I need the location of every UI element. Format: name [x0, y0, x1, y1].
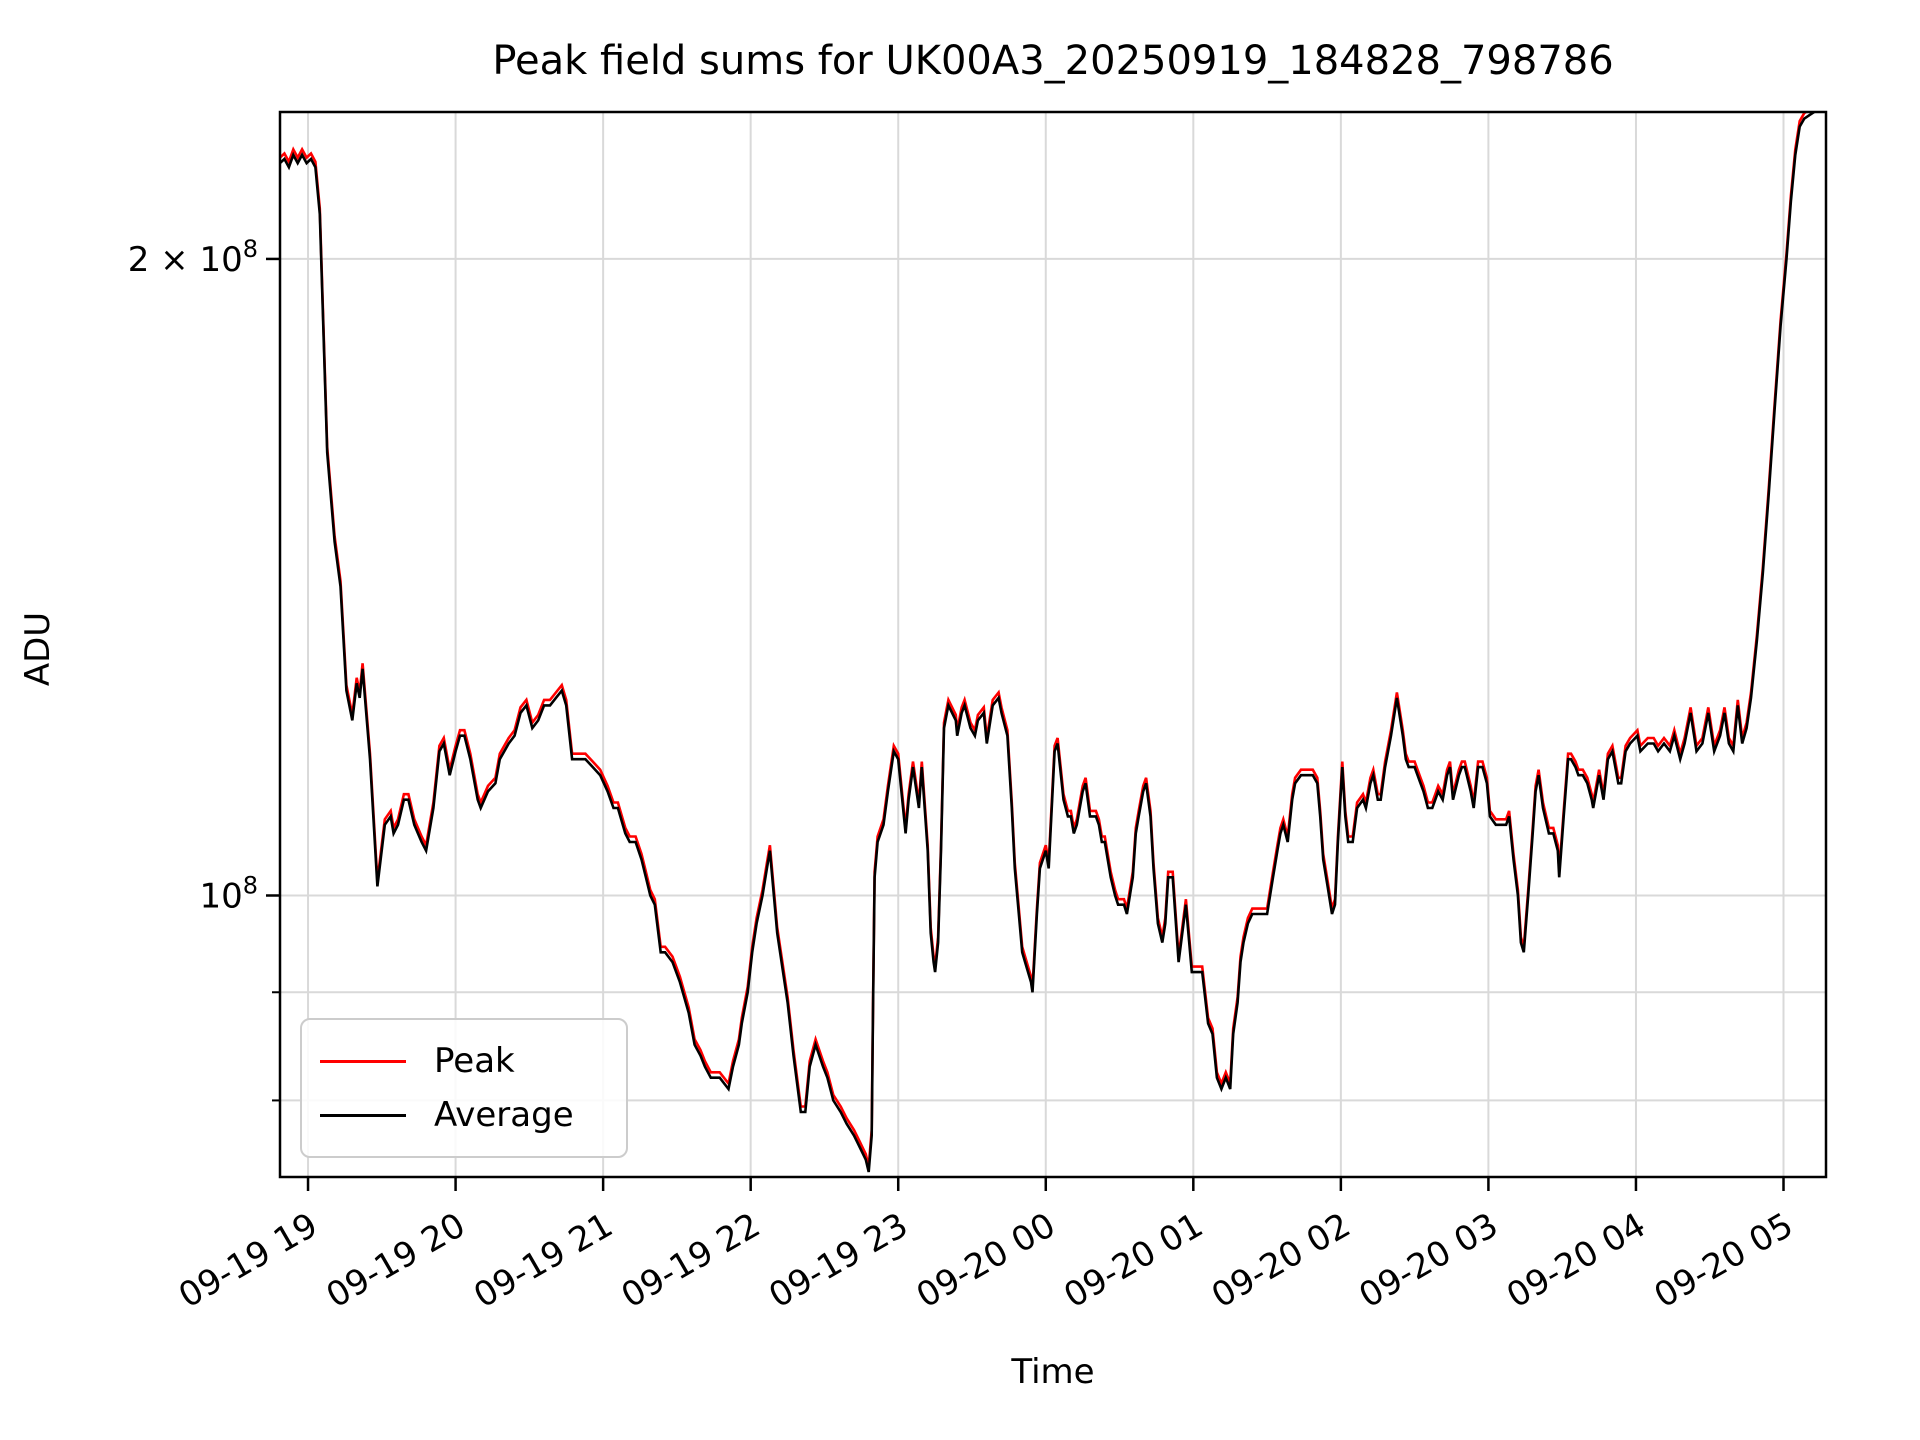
legend: Peak Average: [300, 1018, 628, 1158]
plot-border: [278, 110, 1828, 1179]
legend-label: Peak: [434, 1041, 515, 1081]
x-tick-label: 09-20 01: [1057, 1205, 1209, 1316]
average-line: [280, 112, 1826, 1173]
x-tick-label: 09-20 00: [910, 1205, 1062, 1316]
peak-line-sample: [320, 1059, 406, 1063]
x-tick-label: 09-20 03: [1353, 1205, 1505, 1316]
legend-label: Average: [434, 1095, 574, 1135]
chart-title: Peak field sums for UK00A3_20250919_1848…: [492, 38, 1614, 84]
peak-line: [280, 112, 1809, 1167]
y-tick-label: 2 × 108: [128, 235, 258, 280]
x-tick-label: 09-20 04: [1500, 1205, 1652, 1316]
x-tick-label: 09-20 05: [1648, 1205, 1800, 1316]
x-tick-label: 09-19 23: [762, 1205, 914, 1316]
x-tick-label: 09-19 20: [320, 1205, 472, 1316]
x-tick-label: 09-19 22: [615, 1205, 767, 1316]
legend-entry-peak: Peak: [302, 1041, 626, 1081]
average-line-sample: [320, 1113, 406, 1117]
x-tick-label: 09-19 21: [467, 1205, 619, 1316]
legend-entry-average: Average: [302, 1095, 626, 1135]
x-axis-label: Time: [1011, 1352, 1095, 1392]
x-tick-label: 09-20 02: [1205, 1205, 1357, 1316]
y-tick-label: 108: [199, 871, 258, 916]
y-axis-label: ADU: [18, 611, 58, 687]
x-tick-label: 09-19 19: [172, 1205, 324, 1316]
